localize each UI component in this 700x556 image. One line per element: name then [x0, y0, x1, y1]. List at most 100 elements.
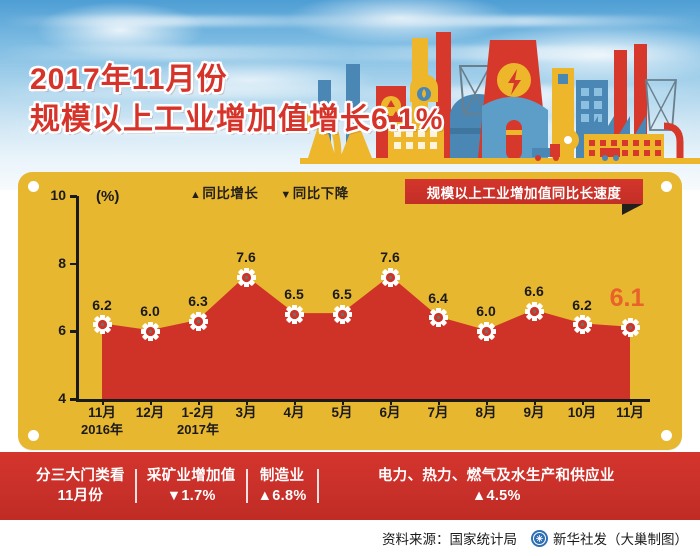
- screw-dot-icon: [661, 430, 672, 441]
- x-axis-tick: [582, 399, 584, 405]
- data-point-marker[interactable]: [524, 301, 544, 321]
- chart-legend: ▲同比增长 ▼同比下降: [190, 180, 349, 204]
- breakdown-banner: 分三大门类看 11月份 采矿业增加值 ▼1.7% 制造业 ▲6.8% 电力、热力、燃气及…: [0, 452, 700, 520]
- data-point-marker[interactable]: [92, 314, 112, 335]
- footer: 资料来源：国家统计局 新华社发（大巢制图）: [0, 520, 700, 556]
- breakdown-intro: 分三大门类看 11月份: [26, 466, 135, 507]
- legend-item-decrease: ▼同比下降: [280, 182, 348, 202]
- data-point-marker[interactable]: [188, 311, 208, 332]
- chart-area-series: [101, 275, 631, 399]
- x-axis-label: 5月: [331, 404, 352, 421]
- data-point-marker[interactable]: [284, 304, 304, 325]
- x-axis-label: 7月: [427, 404, 448, 421]
- x-axis-tick: [630, 399, 632, 405]
- data-label: 6.2: [572, 296, 592, 313]
- data-point-marker[interactable]: [236, 267, 256, 288]
- data-point-marker[interactable]: [572, 314, 592, 335]
- breakdown-intro-line1: 分三大门类看: [36, 467, 125, 484]
- x-axis-labels: 11月 2016年 12月 1-2月 2017年 3月 4月 5月 6月 7月 8月 9月 10月 11月: [60, 404, 650, 448]
- data-point-marker[interactable]: [476, 321, 496, 342]
- x-axis-label: 12月: [136, 404, 165, 421]
- source-text: 资料来源：国家统计局: [382, 532, 517, 547]
- x-axis-month: 8月: [475, 405, 497, 420]
- x-axis-month: 3月: [235, 405, 257, 420]
- x-axis-line: [76, 399, 650, 402]
- title-line-2: 规模以上工业增加值增长6.1%: [30, 103, 444, 136]
- x-axis-tick: [150, 399, 152, 405]
- x-axis-label: 4月: [283, 404, 304, 421]
- data-label-highlight: 6.1: [609, 283, 645, 312]
- data-label: 6.0: [140, 303, 160, 320]
- title-line-1: 2017年11月份: [30, 63, 228, 96]
- x-axis-label: 11月 2016年: [81, 404, 123, 438]
- data-point-marker[interactable]: [380, 267, 400, 288]
- triangle-down-icon: ▼: [280, 189, 292, 201]
- data-point-marker[interactable]: [332, 304, 352, 325]
- breakdown-row: 分三大门类看 11月份 采矿业增加值 ▼1.7% 制造业 ▲6.8% 电力、热力、燃气及…: [0, 466, 700, 507]
- y-axis-tick: [70, 330, 77, 333]
- legend-item-increase: ▲同比增长: [190, 182, 258, 202]
- x-axis-month: 12月: [135, 405, 165, 420]
- x-axis-month: 10月: [567, 405, 597, 420]
- page-title: 2017年11月份 规模以上工业增加值增长6.1%: [30, 60, 443, 140]
- data-label: 6.0: [476, 303, 496, 320]
- x-axis-month: 5月: [331, 405, 353, 420]
- x-axis-month: 4月: [283, 405, 305, 420]
- x-axis-tick: [438, 399, 440, 405]
- x-axis-month: 9月: [523, 405, 545, 420]
- data-label: 6.3: [188, 293, 208, 310]
- data-point-marker[interactable]: [428, 307, 448, 328]
- x-axis-label: 11月: [616, 404, 644, 421]
- y-axis-tick-label: 8: [58, 254, 66, 271]
- data-point-marker[interactable]: [620, 318, 640, 338]
- y-axis-tick: [70, 398, 77, 401]
- agency-credit: 新华社发（大巢制图）: [531, 528, 688, 548]
- breakdown-item-change: ▼1.7%: [166, 487, 216, 504]
- data-label: 7.6: [380, 249, 400, 266]
- breakdown-item: 采矿业增加值 ▼1.7%: [137, 466, 246, 507]
- data-label: 7.6: [236, 249, 256, 266]
- x-axis-label: 6月: [379, 404, 400, 421]
- x-axis-label: 8月: [475, 404, 496, 421]
- x-axis-label: 9月: [523, 404, 544, 421]
- breakdown-item-name: 采矿业增加值: [146, 467, 236, 484]
- x-axis-label: 10月: [568, 404, 597, 421]
- factory-skyline-illustration: [300, 18, 700, 183]
- x-axis-tick: [342, 399, 344, 405]
- breakdown-item: 电力、热力、燃气及水生产和供应业 ▲4.5%: [319, 466, 674, 507]
- x-axis-tick: [534, 399, 536, 405]
- y-axis-tick: [70, 195, 77, 198]
- x-axis-year: 2016年: [81, 422, 123, 437]
- breakdown-intro-line2: 11月份: [57, 487, 104, 504]
- breakdown-item-name: 电力、热力、燃气及水生产和供应业: [377, 467, 615, 484]
- y-axis-tick-label: 10: [50, 187, 66, 203]
- data-point-marker[interactable]: [140, 321, 160, 342]
- y-axis-unit-label: (%): [96, 188, 120, 205]
- x-axis-year: 2017年: [177, 422, 219, 437]
- x-axis-tick: [198, 399, 200, 405]
- y-axis-tick: [70, 262, 77, 266]
- screw-dot-icon: [661, 181, 672, 192]
- chart-title-text: 规模以上工业增加值同比长速度: [426, 185, 622, 201]
- x-axis-month: 11月: [88, 405, 116, 420]
- screw-dot-icon: [28, 430, 39, 441]
- breakdown-item-change: ▲4.5%: [471, 487, 521, 504]
- chart-title-banner: 规模以上工业增加值同比长速度: [405, 179, 643, 204]
- breakdown-item-name: 制造业: [259, 467, 305, 484]
- x-axis-label: 1-2月 2017年: [177, 404, 219, 438]
- banner-fold-icon: [622, 204, 643, 215]
- data-label: 6.6: [524, 283, 544, 300]
- data-label: 6.5: [332, 286, 352, 303]
- chart-plot-area: [76, 196, 650, 402]
- y-axis-tick-label: 4: [58, 390, 66, 406]
- y-axis-tick-label: 6: [58, 322, 66, 339]
- breakdown-divider: [245, 469, 248, 503]
- x-axis-label: 3月: [235, 404, 256, 421]
- x-axis-tick: [486, 399, 488, 405]
- x-axis-tick: [246, 399, 248, 405]
- legend-label-increase: 同比增长: [202, 186, 259, 201]
- x-axis-tick: [294, 399, 296, 405]
- x-axis-month: 6月: [379, 405, 401, 420]
- x-axis-tick: [390, 399, 392, 405]
